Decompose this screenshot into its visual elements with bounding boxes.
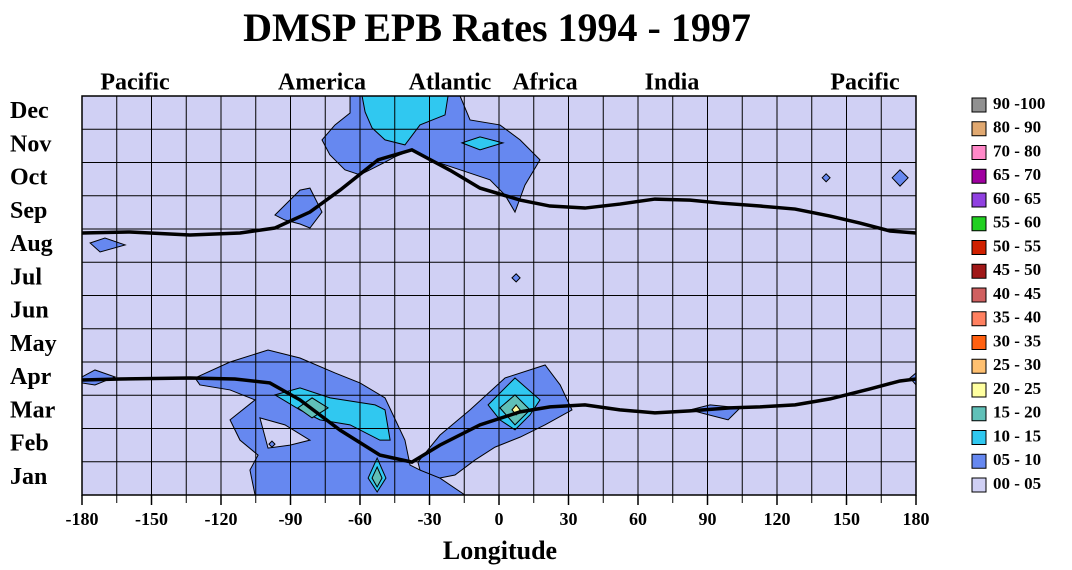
legend-swatch [971,406,987,422]
x-tick-label: -180 [66,509,99,529]
legend-label: 35 - 40 [993,308,1041,327]
legend-label: 30 - 35 [993,331,1041,350]
legend-swatch [971,477,987,493]
y-tick-label: Oct [10,165,47,191]
contour-region [89,237,127,253]
legend-swatch [971,192,987,208]
contour-region [268,440,276,448]
contour-region [891,169,909,187]
y-tick-label: Mar [10,397,56,423]
legend-label: 05 - 10 [993,450,1041,469]
x-tick-label: -60 [348,509,372,529]
y-tick-label: Jun [10,298,49,324]
legend-swatch [971,240,987,255]
y-tick-label: Nov [10,131,51,157]
legend-swatch [971,287,987,303]
legend-label: 50 - 55 [993,236,1041,255]
region-label: Atlantic [409,70,492,96]
legend-swatch [971,430,987,445]
legend-label: 25 - 30 [993,355,1041,374]
region-label: India [645,70,700,96]
legend-swatch [971,145,987,160]
legend-label: 15 - 20 [993,403,1041,422]
terminator-line [81,376,917,464]
legend-swatch [971,216,987,232]
legend-swatch [971,311,987,327]
legend-label: 80 - 90 [993,118,1041,137]
legend-label: 60 - 65 [993,189,1041,208]
legend-swatch [971,121,987,137]
chart-title: DMSP EPB Rates 1994 - 1997 [243,5,751,50]
x-axis-label: Longitude [443,536,557,565]
legend-label: 55 - 60 [993,213,1041,232]
legend-label: 40 - 45 [993,284,1041,303]
legend-label: 45 - 50 [993,260,1041,279]
terminator-line [81,147,917,237]
legend-swatch [971,263,987,279]
legend-swatch [971,168,987,184]
region-label: Africa [512,70,577,96]
legend-swatch [971,358,987,374]
y-tick-label: Dec [10,98,49,124]
x-tick-label: 150 [833,509,860,529]
legend-label: 00 - 05 [993,474,1041,493]
y-tick-label: Apr [10,364,52,390]
y-tick-label: Jan [10,464,47,490]
legend-label: 65 - 70 [993,165,1041,184]
contour-region [371,465,383,489]
x-tick-label: 30 [560,509,578,529]
x-tick-label: -120 [205,509,238,529]
x-tick-label: 90 [699,509,717,529]
region-label: America [278,70,366,96]
legend-label: 90 -100 [993,94,1045,113]
legend-label: 70 - 80 [993,141,1041,160]
contour-region [259,417,312,449]
legend-swatch [971,453,987,469]
region-label: Pacific [100,70,170,96]
legend-label: 10 - 15 [993,426,1041,445]
x-tick-label: 60 [629,509,647,529]
legend-swatch [971,97,987,113]
y-tick-label: Aug [10,231,53,257]
legend-swatch [971,382,987,398]
x-tick-label: 0 [495,509,504,529]
contour-region [361,95,449,146]
y-tick-label: May [10,331,57,357]
x-tick-label: 120 [764,509,791,529]
region-label: Pacific [830,70,900,96]
y-tick-label: Feb [10,431,49,457]
x-tick-label: -90 [279,509,303,529]
contour-region [821,173,831,183]
contour-region [511,273,521,283]
legend-label: 20 - 25 [993,379,1041,398]
x-tick-label: -30 [418,509,442,529]
x-tick-label: -150 [135,509,168,529]
y-tick-label: Jul [10,264,42,290]
legend-swatch [971,335,987,350]
y-tick-label: Sep [10,198,47,224]
contour-region [460,136,505,151]
x-tick-label: 180 [903,509,930,529]
